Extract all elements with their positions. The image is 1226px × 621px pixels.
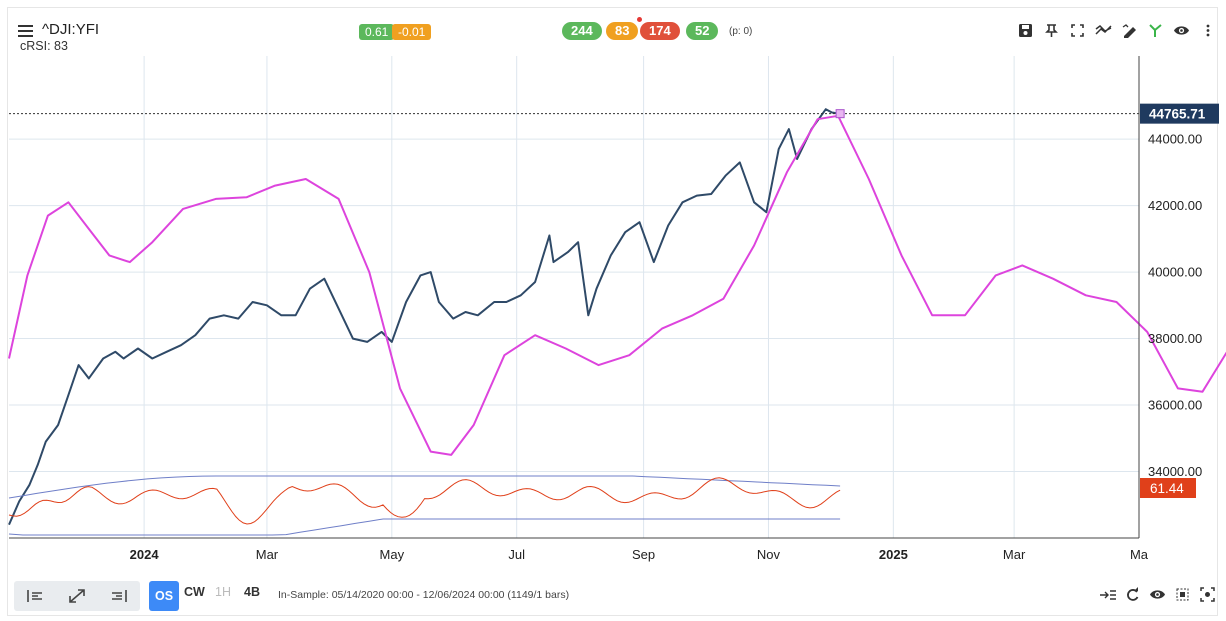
oscillator-pane xyxy=(8,475,841,536)
osc-line xyxy=(8,477,841,525)
pin-icon[interactable] xyxy=(1043,22,1060,39)
y-tick-label: 36000.00 xyxy=(1148,398,1202,413)
eye-icon[interactable] xyxy=(1173,22,1190,39)
tab-1h[interactable]: 1H xyxy=(215,585,231,599)
notification-dot xyxy=(637,17,642,22)
p-count: (p: 0) xyxy=(729,26,753,37)
expand-button[interactable] xyxy=(56,581,98,611)
count-badge-green: 244 xyxy=(562,22,602,40)
tab-os[interactable]: OS xyxy=(149,581,179,611)
indicator-label: cRSI: 83 xyxy=(20,39,68,53)
tab-4b[interactable]: 4B xyxy=(244,585,260,599)
nav-group xyxy=(14,581,140,611)
x-tick-label: Ma xyxy=(1130,547,1149,562)
x-tick-label: Mar xyxy=(1003,547,1026,562)
fullscreen-icon[interactable] xyxy=(1069,22,1086,39)
eye-icon[interactable] xyxy=(1149,586,1166,603)
badge-ratio: 0.61 xyxy=(359,24,395,40)
reload-icon[interactable] xyxy=(1124,586,1141,603)
grid-select-icon[interactable] xyxy=(1174,586,1191,603)
badge-change: -0.01 xyxy=(392,24,432,40)
scroll-left-button[interactable] xyxy=(14,581,56,611)
x-tick-label: Mar xyxy=(256,547,279,562)
last-point-marker xyxy=(835,109,845,119)
x-tick-label: Nov xyxy=(757,547,781,562)
axes: 44000.00 42000.00 40000.00 38000.00 36000.00… xyxy=(9,56,1219,562)
count-badge-green-2: 52 xyxy=(686,22,719,40)
bottom-bar: OS CW 1H 4B In-Sample: 05/14/2020 00:00 … xyxy=(0,575,1226,615)
price-line xyxy=(8,108,841,526)
osc-upper-band xyxy=(8,475,841,499)
sample-range-text: In-Sample: 05/14/2020 00:00 - 12/06/2024… xyxy=(278,589,570,601)
last-price-box xyxy=(1140,103,1219,124)
chart-frame xyxy=(7,7,1218,616)
fork-icon[interactable] xyxy=(1147,22,1164,39)
series-lines xyxy=(8,108,1226,526)
menu-icon[interactable] xyxy=(18,25,33,37)
y-tick-label: 42000.00 xyxy=(1148,198,1202,213)
more-icon[interactable] xyxy=(1199,22,1216,39)
grid xyxy=(9,56,1139,538)
cycle-line xyxy=(8,114,1226,456)
bottom-toolbar xyxy=(1099,586,1216,603)
count-badge-red: 174 xyxy=(640,22,680,40)
x-tick-label: Jul xyxy=(508,547,525,562)
scroll-right-button[interactable] xyxy=(98,581,140,611)
y-tick-label: 44000.00 xyxy=(1148,132,1202,147)
trend-icon[interactable] xyxy=(1095,22,1112,39)
top-bar: ^DJI:YFI cRSI: 83 0.61 -0.01 244 83 174 … xyxy=(0,0,1226,56)
osc-value-label: 61.44 xyxy=(1150,481,1184,496)
collapse-icon[interactable] xyxy=(1099,586,1116,603)
osc-lower-band xyxy=(8,518,841,536)
last-price-label: 44765.71 xyxy=(1149,107,1206,122)
y-tick-label: 34000.00 xyxy=(1148,464,1202,479)
count-badge-orange: 83 xyxy=(606,22,639,40)
x-tick-label: Sep xyxy=(632,547,655,562)
tab-cw[interactable]: CW xyxy=(184,585,205,599)
osc-value-box xyxy=(1140,478,1196,498)
x-tick-label: May xyxy=(380,547,405,562)
chart-toolbar xyxy=(1017,22,1216,39)
y-tick-label: 40000.00 xyxy=(1148,265,1202,280)
y-tick-label: 38000.00 xyxy=(1148,331,1202,346)
x-tick-label: 2025 xyxy=(879,547,908,562)
x-tick-label: 2024 xyxy=(130,547,160,562)
symbol-title[interactable]: ^DJI:YFI xyxy=(42,21,100,38)
save-icon[interactable] xyxy=(1017,22,1034,39)
draw-icon[interactable] xyxy=(1121,22,1138,39)
screenshot-icon[interactable] xyxy=(1199,586,1216,603)
